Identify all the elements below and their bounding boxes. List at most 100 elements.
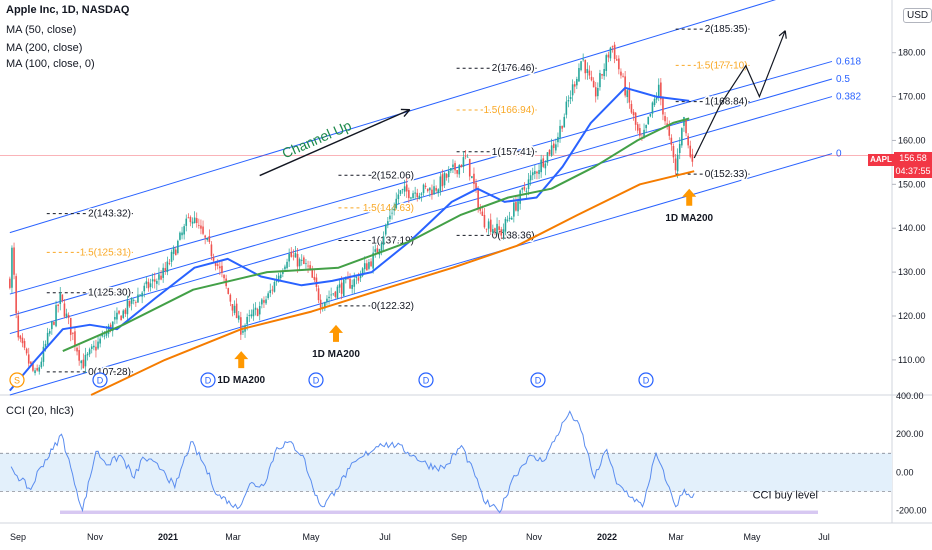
candle-body (672, 145, 675, 158)
candle-body (114, 317, 116, 320)
candle-body (294, 252, 297, 258)
candle-body (382, 236, 385, 246)
candle-body (571, 84, 574, 96)
time-tick-label: Nov (526, 532, 543, 542)
candle-body (502, 229, 505, 234)
candle-body (361, 268, 364, 276)
candle-body (116, 312, 118, 320)
dividend-marker-label: D (535, 376, 542, 386)
candle-body (305, 263, 307, 265)
candle-body (149, 283, 152, 288)
candle-body (351, 284, 353, 289)
candle-body (82, 359, 85, 369)
channel-line-label: 0 (836, 149, 842, 160)
candle-body (506, 219, 509, 221)
candle-body (162, 267, 164, 278)
candle-body (164, 268, 167, 271)
trend-arrow (259, 109, 411, 177)
candle-body (420, 193, 423, 195)
candle-body (252, 309, 255, 317)
candle-body (181, 232, 183, 236)
candle-body (460, 164, 463, 168)
legend-ma50: MA (50, close) (6, 24, 77, 36)
candle-body (681, 128, 683, 146)
candle-body (273, 281, 276, 292)
candle-body (139, 294, 141, 296)
candle-body (454, 163, 456, 171)
candle-body (212, 257, 215, 261)
candle-body (103, 335, 106, 337)
fib-level-label: 1.5(144.63) (363, 203, 414, 214)
candle-body (393, 208, 395, 211)
channel-line (9, 78, 833, 317)
candle-body (685, 119, 687, 134)
candle-body (254, 307, 257, 310)
cci-buy-label: CCI buy level (753, 490, 818, 502)
candle-body (639, 128, 641, 136)
candle-body (284, 266, 286, 270)
candle-body (462, 157, 465, 168)
candle-body (332, 293, 335, 295)
candle-body (567, 100, 570, 102)
candle-body (588, 70, 591, 76)
candle-body (582, 59, 584, 61)
currency-button[interactable]: USD (903, 8, 932, 23)
candle-body (563, 116, 566, 128)
candle-body (44, 343, 47, 347)
candle-body (548, 149, 551, 155)
candle-body (229, 294, 232, 302)
candle-body (15, 276, 17, 314)
candle-body (250, 314, 253, 317)
candle-body (670, 137, 673, 145)
fib-level-label: 0(152.33) (705, 169, 748, 180)
candle-body (307, 265, 309, 267)
channel-line-label: 0.5 (836, 74, 850, 85)
candle-body (319, 299, 322, 308)
cci-tick-label: 0.00 (896, 467, 914, 477)
candle-body (542, 158, 545, 167)
candle-body (311, 268, 314, 278)
candle-body (111, 321, 114, 332)
candle-body (618, 58, 620, 70)
candle-body (38, 367, 41, 372)
candle-body (107, 325, 110, 334)
fib-level-label: 1.5(125.31) (80, 247, 131, 258)
ticker-tag: AAPL (868, 154, 894, 166)
candle-body (405, 184, 408, 192)
candle-body (282, 271, 284, 274)
candle-body (678, 143, 681, 154)
candle-body (13, 247, 15, 275)
channel-line (9, 96, 833, 335)
fib-level-label: 2(176.46) (492, 63, 535, 74)
candle-body (32, 363, 34, 371)
candle-body (429, 187, 431, 191)
candle-body (515, 202, 517, 211)
candle-body (130, 298, 133, 304)
cci-tick-label: 200.00 (896, 429, 924, 439)
candle-body (601, 74, 603, 76)
candle-body (195, 218, 198, 224)
candle-body (477, 189, 479, 209)
cci-tick-label: 400.00 (896, 391, 924, 401)
candle-body (200, 225, 202, 229)
candle-body (636, 124, 639, 131)
candle-body (216, 264, 219, 266)
candle-body (55, 305, 57, 327)
candle-body (452, 164, 454, 168)
candle-body (655, 96, 658, 100)
candle-body (603, 68, 605, 77)
candle-body (256, 309, 259, 317)
candle-body (416, 192, 419, 198)
candle-body (340, 282, 343, 294)
candle-body (435, 188, 437, 191)
candle-body (151, 279, 154, 282)
candle-body (397, 194, 400, 200)
candle-body (101, 334, 104, 337)
candle-body (334, 291, 337, 297)
bar-countdown: 04:37:55 (895, 166, 931, 176)
candle-body (137, 294, 139, 303)
candle-body (204, 235, 206, 238)
candle-body (189, 216, 192, 223)
candle-body (25, 348, 28, 354)
candle-body (23, 341, 26, 348)
